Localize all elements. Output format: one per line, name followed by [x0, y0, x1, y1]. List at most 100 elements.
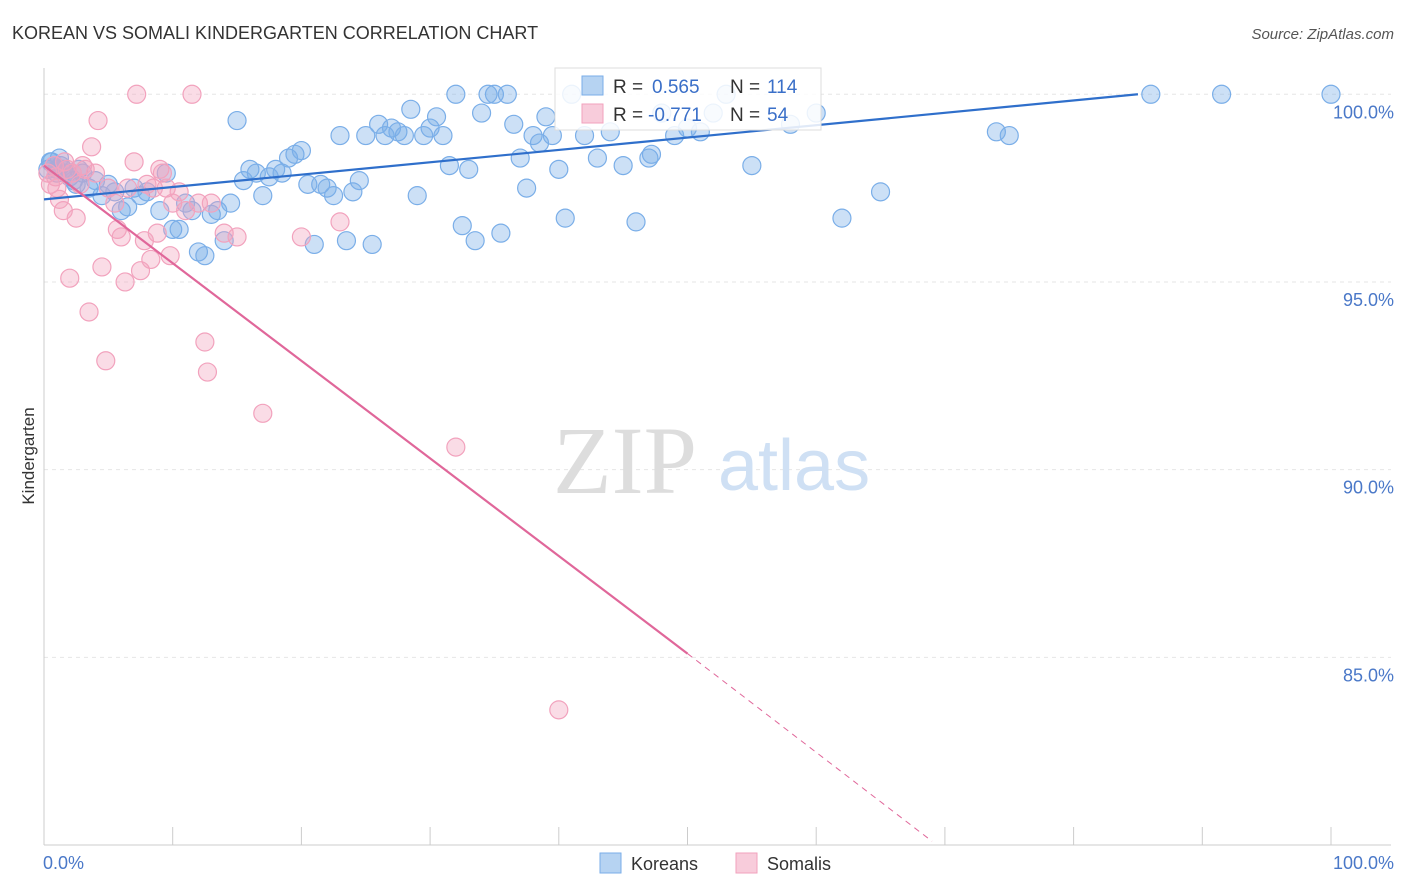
chart-source: Source: ZipAtlas.com [1251, 26, 1394, 43]
korean-point [227, 110, 247, 131]
somali-point [79, 302, 99, 322]
korean-point [414, 125, 434, 146]
series-legend: Koreans Somalis [599, 852, 831, 874]
somali-point [549, 700, 569, 720]
korean-point [626, 212, 646, 232]
chart-title: KOREAN VS SOMALI KINDERGARTEN CORRELATIO… [12, 23, 538, 43]
korean-point [986, 122, 1006, 142]
korean-point [369, 114, 389, 134]
x-tick-label-max: 100.0% [1333, 853, 1394, 873]
korean-r-value: 0.565 [652, 77, 700, 98]
korean-point [394, 125, 414, 146]
somali-point [92, 257, 112, 277]
korean-point [214, 231, 234, 251]
korean-point [330, 125, 350, 146]
korean-point [118, 197, 138, 217]
korean-point [497, 84, 517, 104]
somali-point [85, 163, 106, 183]
korean-n-label: N = [730, 77, 760, 98]
somali-point [330, 212, 350, 232]
korean-point [471, 103, 492, 123]
somali-point [214, 223, 234, 243]
somali-point [75, 159, 95, 179]
korean-point [253, 186, 273, 206]
korean-point [870, 182, 891, 202]
somali-point [115, 272, 135, 292]
somali-point [118, 178, 138, 198]
korean-point [375, 125, 395, 146]
watermark-atlas: atlas [718, 426, 870, 506]
korean-point [195, 246, 215, 266]
watermark: ZIP atlas [553, 407, 870, 514]
korean-point [555, 208, 575, 228]
korean-point [349, 171, 369, 191]
korean-point [452, 216, 472, 236]
somali-point [60, 268, 80, 288]
somali-point [105, 193, 125, 213]
korean-point [549, 159, 569, 179]
watermark-zip: ZIP [553, 407, 697, 514]
somali-point [152, 163, 173, 183]
korean-point [1141, 84, 1161, 104]
somali-point [54, 152, 75, 172]
korean-point [291, 140, 311, 161]
somali-point [96, 351, 116, 371]
somali-point [45, 167, 66, 187]
korean-point [401, 99, 421, 119]
korean-point [1321, 84, 1341, 104]
korean-n-value: 114 [767, 77, 798, 98]
somali-point [82, 137, 102, 157]
somali-r-value: -0.771 [648, 105, 702, 126]
korean-stat-swatch [581, 75, 604, 96]
korean-point [336, 231, 357, 251]
somali-point [227, 227, 247, 247]
korean-point [587, 148, 608, 168]
korean-point [832, 208, 852, 228]
somali-n-label: N = [730, 105, 760, 126]
y-tick-label: 95.0% [1343, 290, 1394, 310]
y-axis-label: Kindergarten [19, 407, 38, 504]
korean-point [517, 178, 537, 198]
korean-point [613, 155, 633, 176]
korean-point [433, 125, 453, 146]
legend-label-koreans: Koreans [631, 854, 698, 874]
somali-point [127, 84, 147, 104]
somali-point [66, 208, 86, 228]
x-tick-label-min: 0.0% [43, 853, 84, 873]
korean-point [221, 193, 241, 213]
korean-r-label: R = [613, 77, 643, 98]
korean-point [999, 125, 1019, 146]
somali-trend-line-extension [687, 653, 933, 842]
somali-point [147, 223, 167, 243]
y-tick-label: 85.0% [1343, 665, 1394, 685]
y-tick-label: 100.0% [1333, 102, 1394, 122]
korean-point [362, 234, 382, 255]
korean-point [536, 107, 556, 127]
korean-point [356, 125, 376, 146]
legend-swatch-koreans [599, 852, 622, 874]
korean-point [317, 178, 337, 198]
axes [43, 68, 1391, 846]
somali-point [195, 332, 215, 352]
stats-legend: R = 0.565 N = 114 R = -0.771 N = 54 [554, 67, 822, 131]
trend-lines [43, 93, 1139, 842]
korean-point [523, 125, 543, 146]
korean-point [169, 219, 189, 240]
somali-r-label: R = [613, 105, 643, 126]
korean-point [742, 155, 762, 176]
somali-point [201, 193, 221, 213]
korean-point [641, 144, 662, 164]
somali-point [124, 152, 144, 172]
korean-point [459, 159, 479, 179]
somali-point [141, 249, 161, 270]
legend-label-somalis: Somalis [767, 854, 831, 874]
somali-point [291, 227, 311, 247]
y-tick-label: 90.0% [1343, 478, 1394, 498]
korean-point [124, 178, 144, 198]
korean-point [542, 125, 562, 146]
korean-point [182, 201, 202, 221]
korean-point [163, 219, 183, 240]
somali-point [88, 110, 108, 131]
korean-point [465, 231, 485, 251]
somali-point [197, 362, 218, 382]
